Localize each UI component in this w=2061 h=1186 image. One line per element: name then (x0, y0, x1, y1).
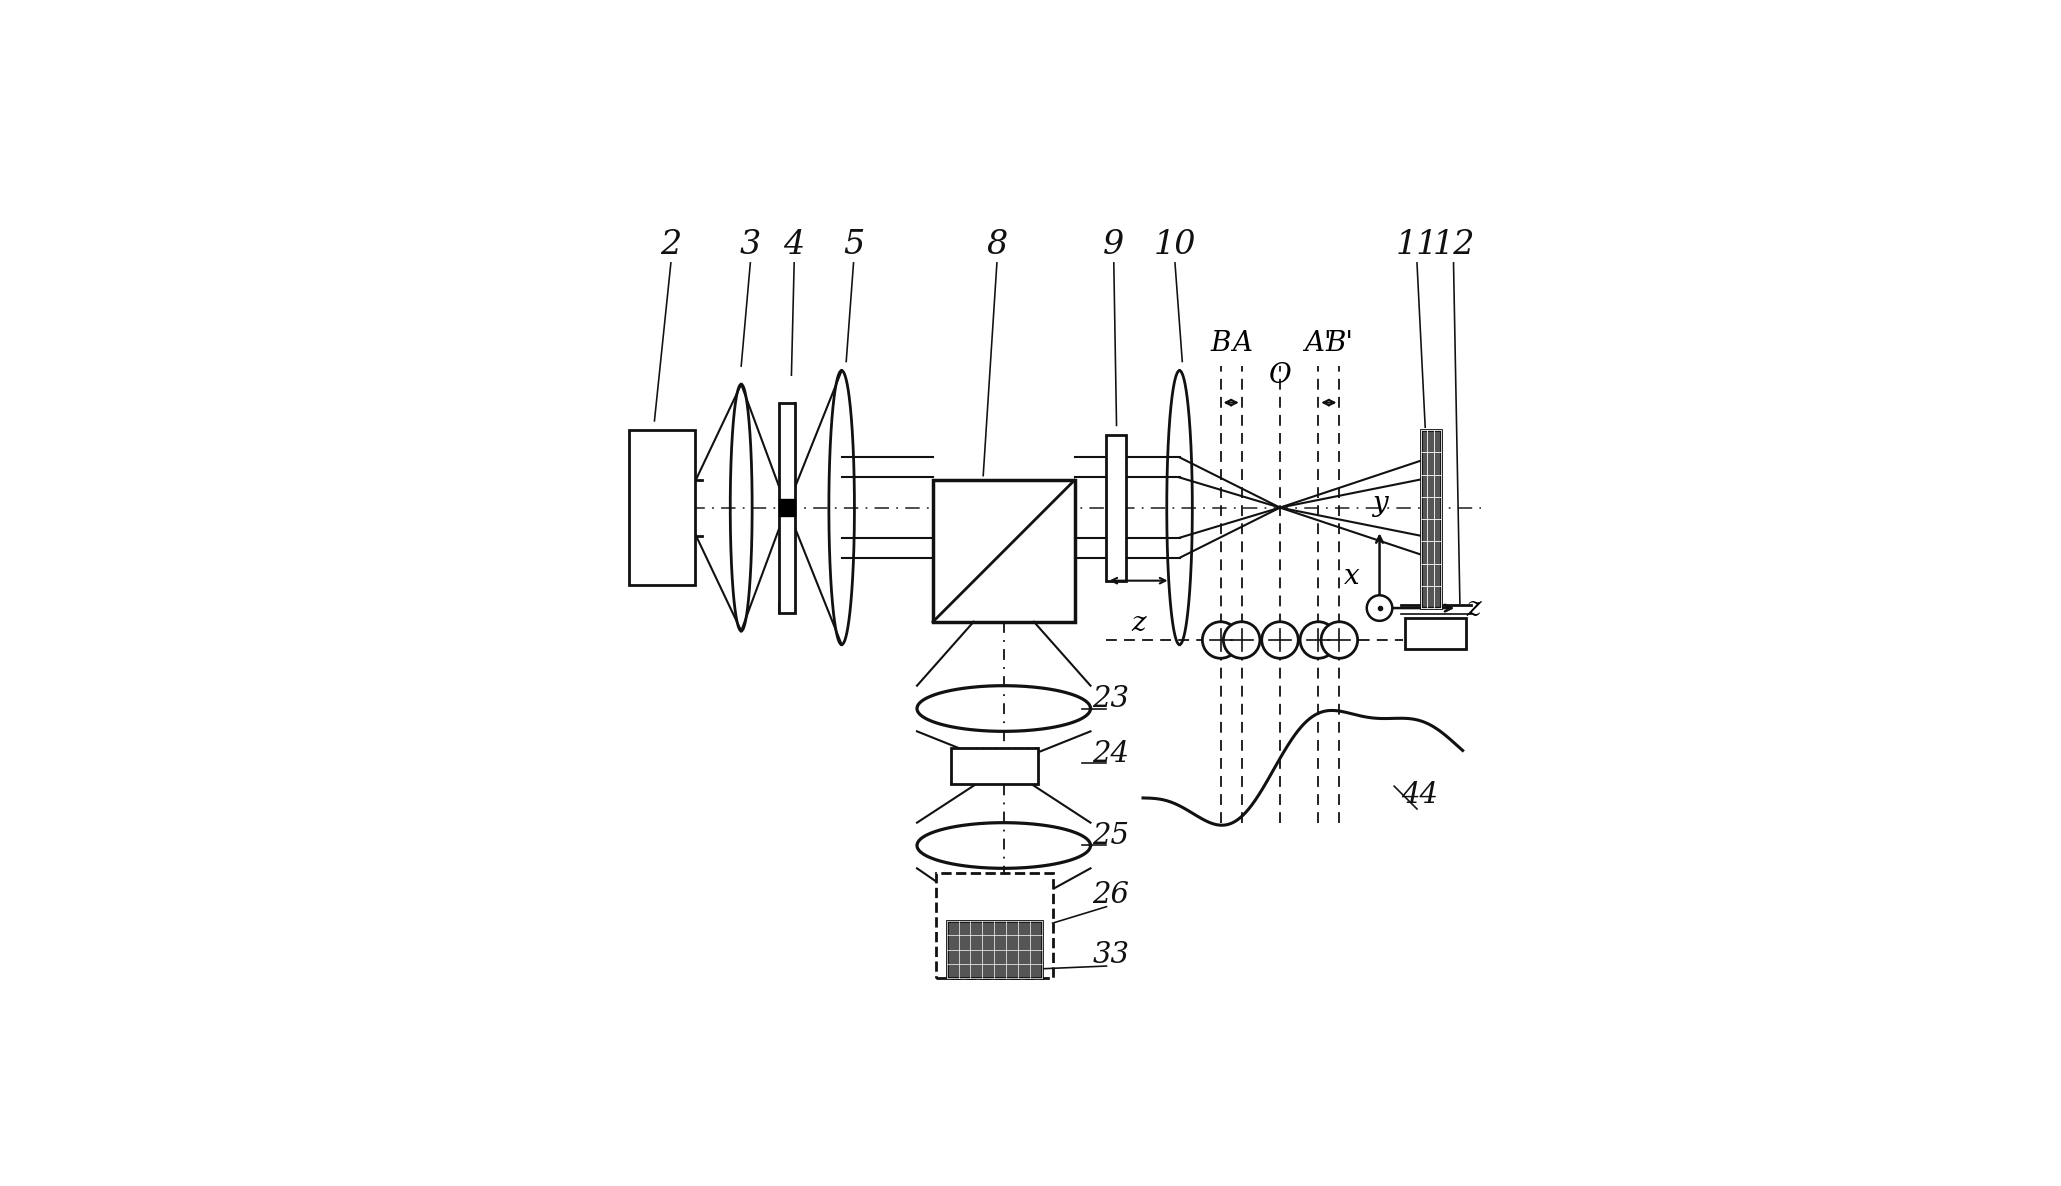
Circle shape (1321, 621, 1358, 658)
Text: 5: 5 (843, 229, 864, 261)
Text: 23: 23 (1092, 686, 1129, 713)
Text: y: y (1373, 490, 1387, 517)
Circle shape (1300, 621, 1338, 658)
Text: 26: 26 (1092, 881, 1129, 910)
Circle shape (1366, 595, 1393, 620)
Bar (946, 922, 1041, 978)
Text: A': A' (1305, 330, 1331, 357)
Text: 24: 24 (1092, 740, 1129, 767)
Text: 9: 9 (1103, 229, 1125, 261)
Bar (936, 873, 1053, 978)
Circle shape (1224, 621, 1259, 658)
Bar (1105, 434, 1125, 581)
Polygon shape (779, 499, 796, 516)
Text: B: B (1210, 330, 1230, 357)
Text: 3: 3 (740, 229, 761, 261)
Text: 25: 25 (1092, 822, 1129, 850)
Text: 44: 44 (1401, 780, 1439, 809)
Text: 11: 11 (1395, 229, 1439, 261)
Text: A: A (1232, 330, 1251, 357)
Text: 33: 33 (1092, 940, 1129, 969)
Text: O: O (1270, 362, 1292, 389)
Text: 10: 10 (1154, 229, 1195, 261)
Bar (1406, 618, 1465, 649)
Text: z: z (1131, 610, 1146, 637)
Text: x: x (1344, 563, 1360, 589)
Bar (779, 402, 796, 613)
Text: 4: 4 (783, 229, 804, 261)
Text: B': B' (1325, 330, 1354, 357)
Bar (629, 431, 695, 585)
Text: 2: 2 (660, 229, 682, 261)
Circle shape (1202, 621, 1239, 658)
Text: 8: 8 (987, 229, 1008, 261)
Bar (1420, 431, 1441, 608)
Bar (934, 480, 1074, 621)
Bar (950, 748, 1037, 784)
Circle shape (1261, 621, 1298, 658)
Text: z: z (1465, 594, 1482, 621)
Text: 12: 12 (1432, 229, 1476, 261)
